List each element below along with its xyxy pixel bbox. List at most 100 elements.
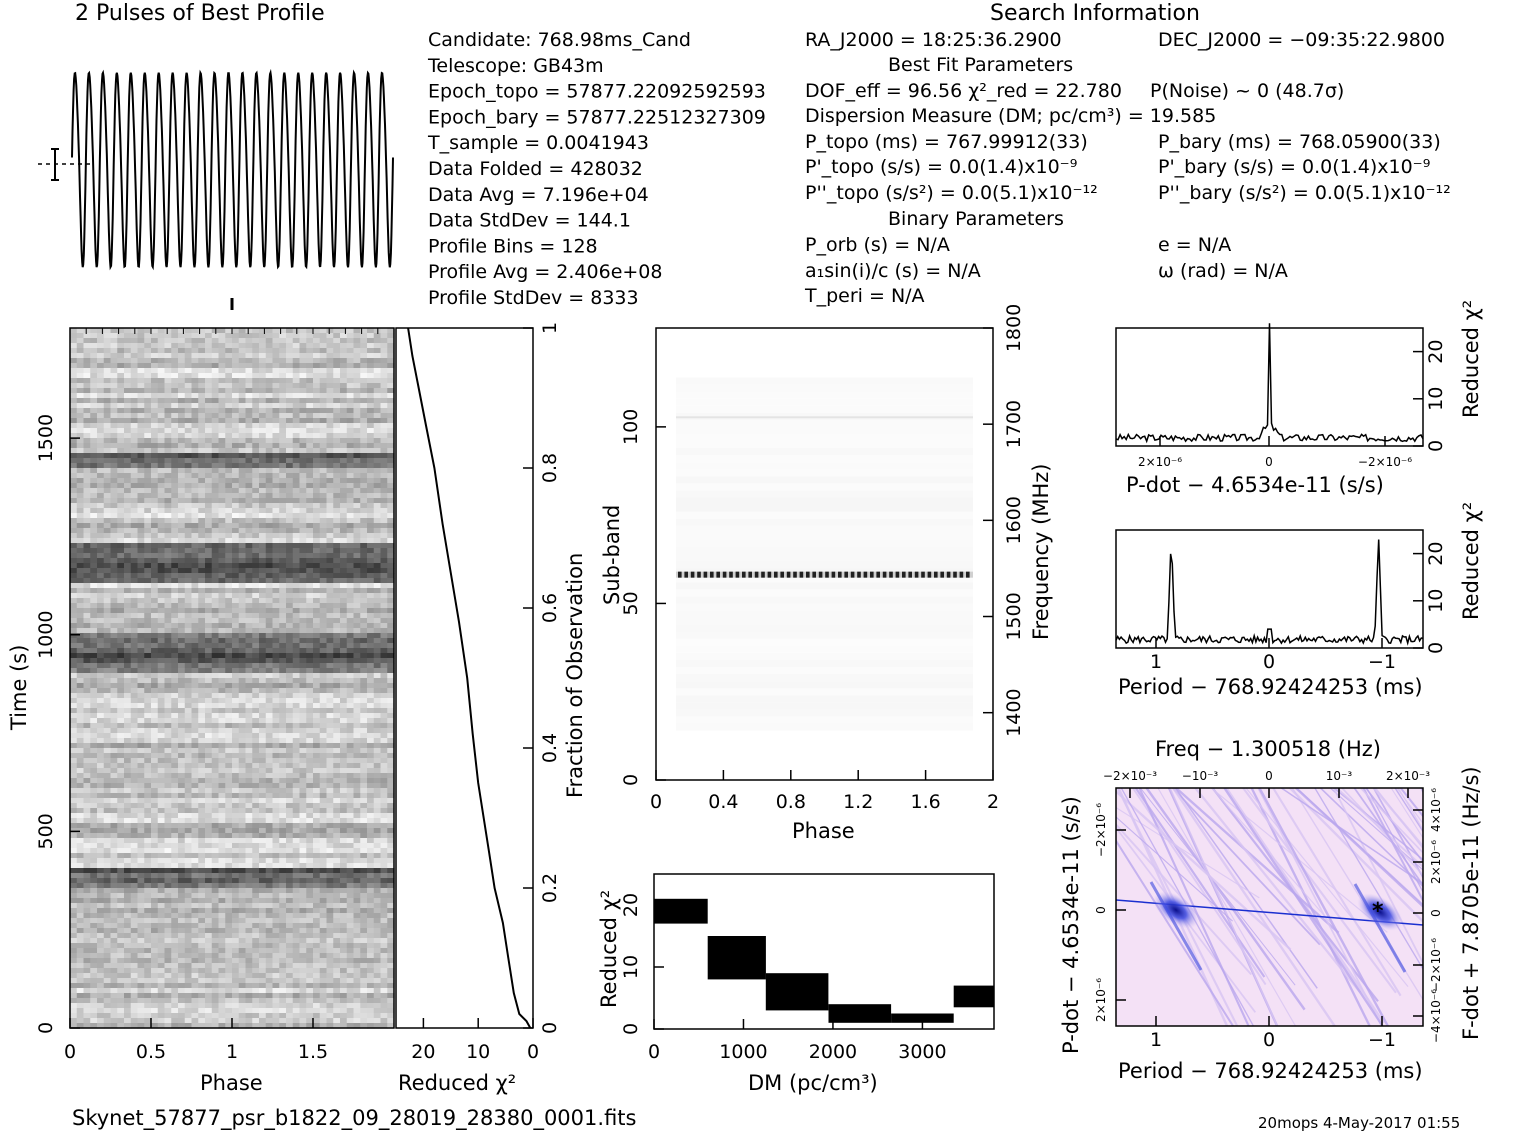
time-phase-cell	[218, 568, 226, 574]
time-phase-cell	[373, 733, 382, 739]
time-phase-cell	[238, 353, 247, 359]
time-phase-cell	[238, 698, 247, 704]
time-phase-cell	[333, 463, 341, 469]
time-phase-cell	[97, 733, 105, 739]
time-phase-cell	[83, 428, 91, 434]
time-phase-cell	[272, 758, 280, 764]
time-phase-cell	[205, 593, 213, 599]
time-phase-cell	[151, 628, 159, 634]
time-phase-cell	[252, 683, 260, 689]
time-phase-cell	[110, 693, 118, 699]
time-phase-cell	[353, 633, 361, 639]
time-phase-cell	[137, 378, 145, 384]
time-phase-cell	[259, 423, 267, 429]
time-phase-cell	[225, 678, 233, 684]
time-phase-cell	[130, 613, 139, 619]
time-phase-cell	[286, 828, 294, 834]
time-phase-cell	[218, 613, 226, 619]
time-phase-cell	[130, 788, 139, 794]
time-phase-cell	[211, 463, 220, 469]
time-phase-cell	[346, 403, 355, 409]
time-phase-cell	[90, 623, 98, 629]
time-phase-cell	[137, 638, 145, 644]
time-phase-cell	[130, 453, 139, 459]
time-phase-cell	[279, 508, 287, 514]
time-phase-cell	[245, 398, 253, 404]
time-phase-cell	[252, 793, 260, 799]
time-phase-cell	[117, 343, 125, 349]
time-phase-cell	[279, 768, 287, 774]
time-phase-cell	[184, 518, 193, 524]
time-phase-cell	[340, 478, 348, 484]
time-phase-cell	[83, 678, 91, 684]
time-phase-cell	[373, 543, 382, 549]
time-phase-cell	[211, 598, 220, 604]
time-phase-cell	[184, 673, 193, 679]
time-phase-cell	[90, 428, 98, 434]
time-phase-cell	[97, 633, 105, 639]
time-phase-cell	[191, 793, 199, 799]
time-phase-cell	[279, 783, 287, 789]
time-phase-cell	[380, 463, 388, 469]
time-phase-cell	[252, 473, 260, 479]
time-phase-cell	[76, 623, 85, 629]
time-phase-cell	[171, 788, 179, 794]
time-phase-cell	[171, 338, 179, 344]
time-phase-cell	[380, 783, 388, 789]
time-phase-cell	[299, 813, 307, 819]
time-phase-cell	[360, 793, 368, 799]
time-phase-cell	[117, 363, 125, 369]
time-phase-cell	[360, 443, 368, 449]
time-phase-cell	[333, 718, 341, 724]
time-phase-cell	[110, 603, 118, 609]
time-phase-cell	[110, 753, 118, 759]
time-phase-cell	[218, 343, 226, 349]
time-phase-cell	[137, 343, 145, 349]
time-phase-cell	[252, 813, 260, 819]
time-phase-cell	[326, 408, 334, 414]
time-phase-cell	[164, 583, 172, 589]
time-phase-cell	[218, 753, 226, 759]
time-phase-cell	[286, 413, 294, 419]
time-phase-cell	[340, 528, 348, 534]
time-phase-cell	[83, 823, 91, 829]
time-phase-cell	[70, 478, 78, 484]
time-phase-cell	[117, 488, 125, 494]
time-phase-cell	[97, 413, 105, 419]
time-phase-cell	[110, 743, 118, 749]
time-phase-cell	[205, 738, 213, 744]
time-phase-cell	[353, 373, 361, 379]
time-phase-cell	[272, 768, 280, 774]
time-phase-cell	[83, 643, 91, 649]
time-phase-cell	[110, 528, 118, 534]
time-phase-cell	[191, 803, 199, 809]
time-phase-cell	[286, 833, 294, 839]
time-phase-cell	[178, 803, 186, 809]
time-phase-cell	[184, 708, 193, 714]
time-phase-cell	[144, 438, 152, 444]
time-phase-cell	[178, 748, 186, 754]
time-phase-cell	[346, 688, 355, 694]
time-phase-cell	[164, 783, 172, 789]
time-phase-cell	[360, 353, 368, 359]
time-phase-cell	[83, 608, 91, 614]
time-phase-cell	[245, 583, 253, 589]
time-phase-cell	[90, 378, 98, 384]
time-phase-cell	[164, 528, 172, 534]
time-phase-cell	[346, 553, 355, 559]
time-phase-cell	[218, 813, 226, 819]
time-phase-cell	[70, 678, 78, 684]
time-phase-cell	[184, 838, 193, 844]
time-phase-cell	[110, 518, 118, 524]
time-phase-cell	[110, 738, 118, 744]
time-phase-cell	[360, 673, 368, 679]
time-phase-cell	[380, 438, 388, 444]
time-phase-cell	[286, 363, 294, 369]
time-phase-cell	[292, 383, 301, 389]
time-phase-cell	[178, 378, 186, 384]
time-phase-cell	[97, 613, 105, 619]
time-phase-cell	[265, 543, 274, 549]
time-phase-cell	[137, 773, 145, 779]
time-phase-cell	[340, 468, 348, 474]
time-phase-cell	[367, 808, 375, 814]
